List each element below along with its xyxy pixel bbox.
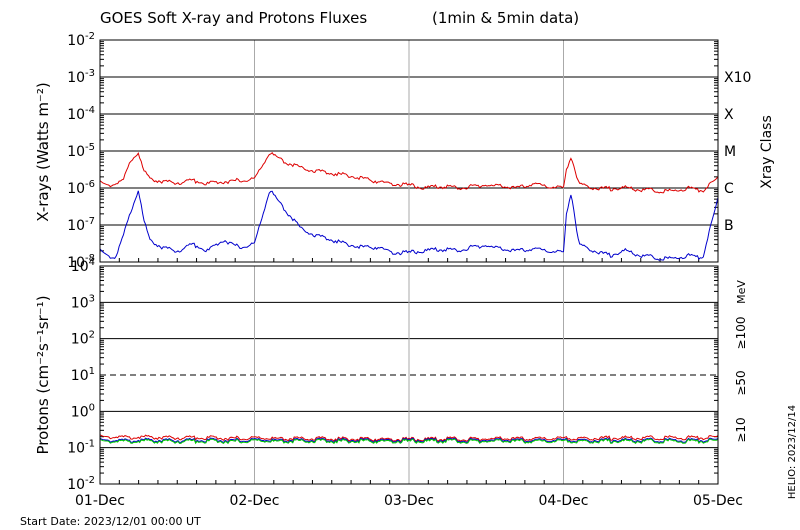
mev-unit-label: MeV [735, 280, 748, 304]
xray-y-tick-label: 10-2 [67, 31, 95, 49]
chart-title: GOES Soft X-ray and Protons Fluxes [100, 9, 367, 27]
start-date-label: Start Date: 2023/12/01 00:00 UT [20, 515, 201, 528]
proton-y-tick-label: 103 [71, 293, 95, 311]
xray-series-line [99, 151, 719, 194]
proton-legend-label: ≥10 [734, 417, 748, 442]
x-tick-label: 05-Dec [693, 493, 743, 509]
xray-y-tick-label: 10-6 [67, 179, 95, 197]
chart-subtitle: (1min & 5min data) [432, 9, 579, 27]
proton-y-axis-label: Protons (cm⁻²s⁻¹sr⁻¹) [34, 295, 52, 454]
proton-legend-label: ≥50 [734, 370, 748, 395]
proton-series-line [99, 434, 719, 442]
proton-frame [99, 265, 719, 485]
xray-panel: 10-8 10-7 10-6 10-5 10-4 10-3 10-2 B C M X X10 [67, 31, 751, 271]
xray-y-tick-label: 10-7 [67, 216, 95, 234]
x-tick-label: 02-Dec [230, 493, 280, 509]
xray-class-label: M [724, 144, 736, 160]
x-tick-label: 01-Dec [75, 493, 125, 509]
xray-class-label: C [724, 181, 734, 197]
xray-y-tick-label: 10-4 [67, 105, 95, 123]
proton-series-line [99, 438, 719, 445]
proton-series-line [99, 437, 719, 444]
proton-y-tick-label: 102 [71, 330, 95, 348]
proton-y-tick-label: 101 [71, 366, 95, 384]
xray-y-tick-label: 10-8 [67, 253, 95, 271]
xray-y-tick-label: 10-5 [67, 142, 95, 160]
proton-legend-label: ≥100 [734, 317, 748, 350]
xray-class-label: X [724, 107, 734, 123]
proton-y-tick-label: 104 [71, 257, 95, 275]
x-tick-label: 04-Dec [539, 493, 589, 509]
proton-y-tick-label: 100 [71, 402, 95, 420]
xray-class-label: B [724, 218, 734, 234]
proton-y-tick-label: 10-1 [67, 439, 95, 457]
xray-y-tick-label: 10-3 [67, 68, 95, 86]
xray-class-label: X10 [724, 70, 751, 86]
proton-y-tick-label: 10-2 [67, 475, 95, 493]
xray-frame [99, 39, 719, 263]
helio-stamp: HELIO: 2023/12/14 [787, 405, 798, 499]
proton-panel: 10-2 10-1 100 101 102 103 104 ≥10 ≥50 ≥100 01-Dec 0… [67, 257, 748, 509]
xray-class-axis-label: Xray Class [759, 115, 775, 189]
xray-series-line [99, 190, 719, 261]
xray-y-axis-label: X-rays (Watts m⁻²) [34, 82, 52, 221]
x-tick-label: 03-Dec [384, 493, 434, 509]
